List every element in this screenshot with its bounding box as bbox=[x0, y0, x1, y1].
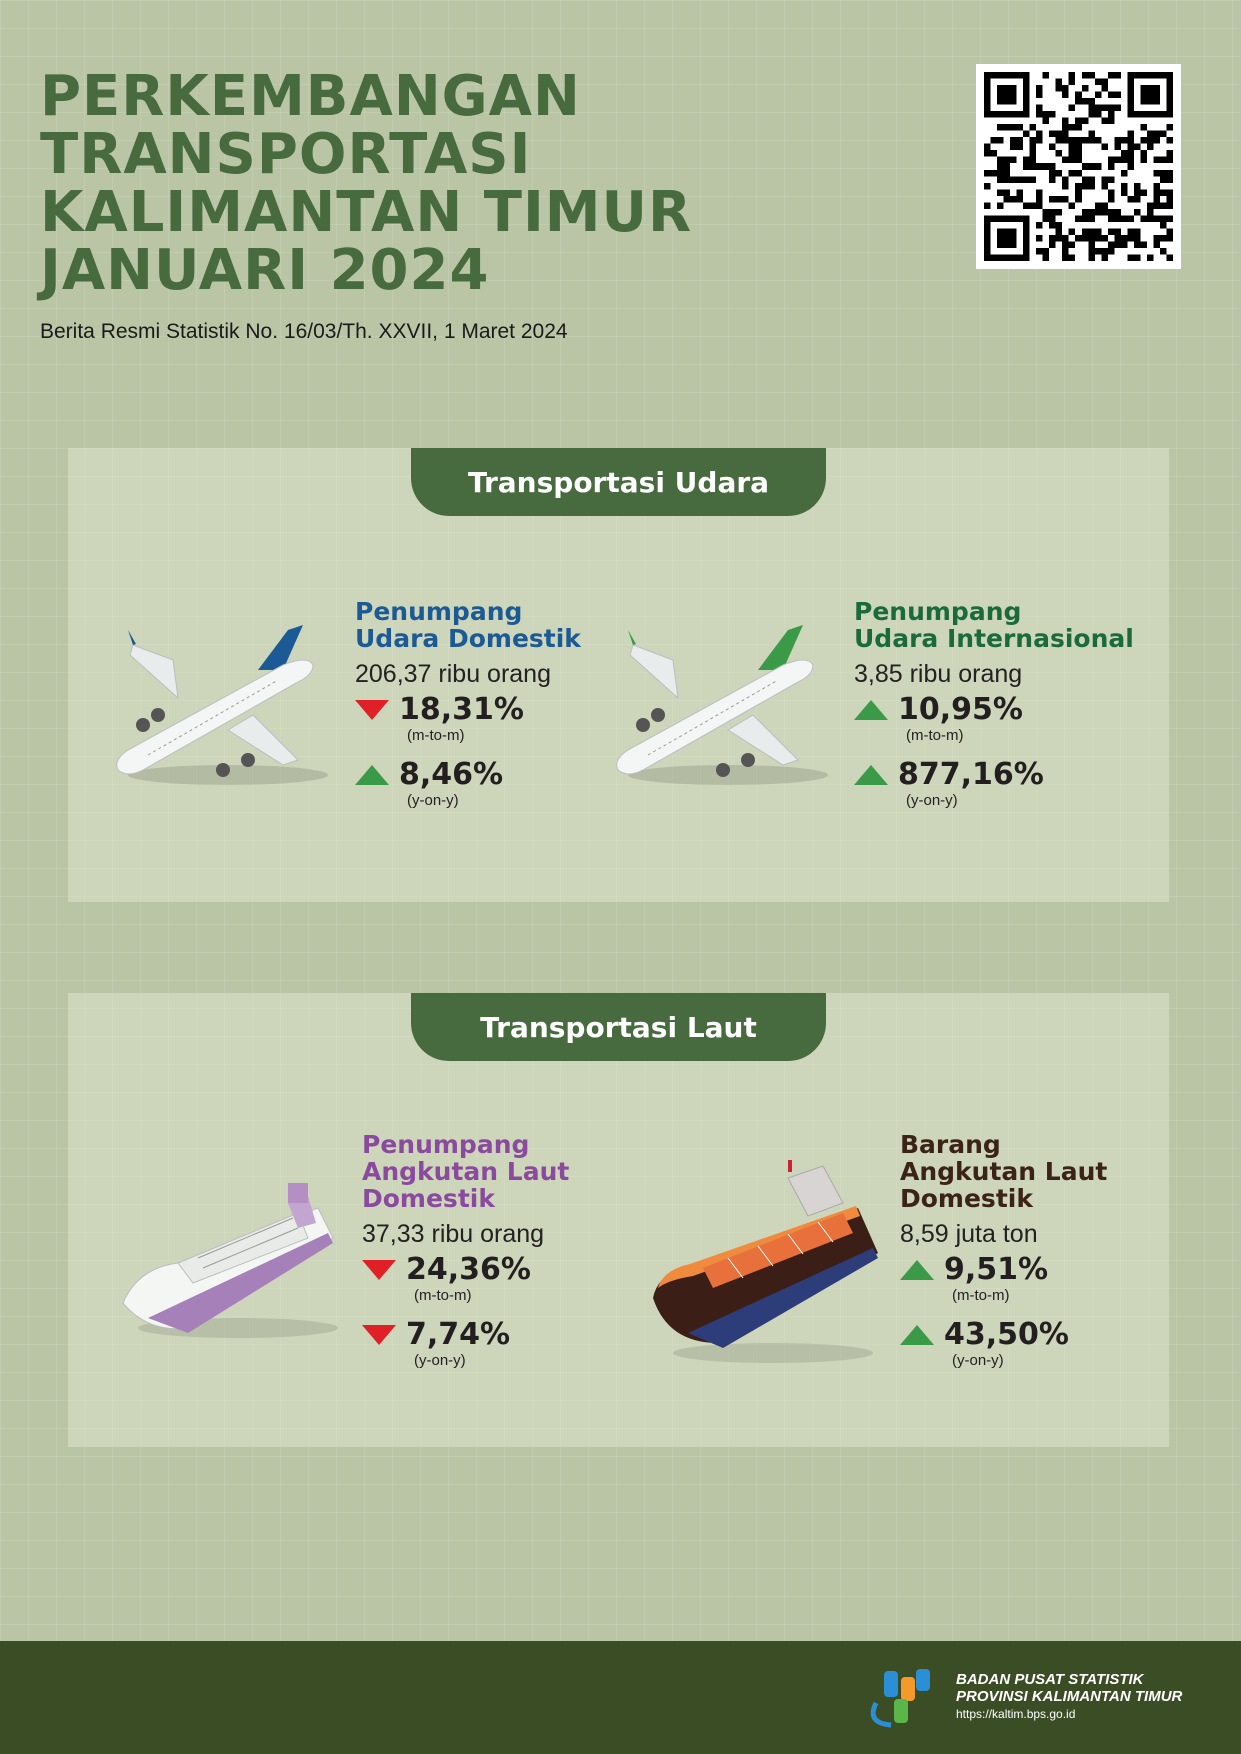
trend-up-icon bbox=[355, 765, 389, 785]
international-air-stats: Penumpang Udara Internasional 3,85 ribu … bbox=[854, 598, 1134, 809]
title-line: KALIMANTAN TIMUR bbox=[40, 180, 693, 245]
cargo-ship-icon bbox=[653, 1160, 878, 1363]
sea-passenger-value: 37,33 ribu orang bbox=[362, 1220, 545, 1248]
period-label: (m-to-m) bbox=[952, 1287, 1010, 1304]
trend-up-icon bbox=[900, 1260, 934, 1280]
page-subtitle: Berita Resmi Statistik No. 16/03/Th. XXV… bbox=[40, 320, 568, 343]
sea-passenger-stats: Penumpang Angkutan Laut Domestik 37,33 r… bbox=[362, 1131, 569, 1369]
sea-passenger-mtm: 24,36% bbox=[362, 1253, 569, 1287]
domestic-air-yoy: 8,46% bbox=[355, 758, 581, 792]
qr-code-graphic bbox=[984, 72, 1173, 261]
international-air-title: Penumpang Udara Internasional bbox=[854, 597, 1134, 653]
sea-passenger-title: Penumpang Angkutan Laut Domestik bbox=[362, 1130, 570, 1213]
qr-modules bbox=[984, 72, 1173, 261]
sea-passenger-yoy: 7,74% bbox=[362, 1318, 569, 1352]
air-panel-header: Transportasi Udara bbox=[411, 448, 826, 516]
trend-up-icon bbox=[900, 1325, 934, 1345]
page-title: PERKEMBANGAN TRANSPORTASI KALIMANTAN TIM… bbox=[40, 68, 692, 300]
domestic-air-mtm: 18,31% bbox=[355, 693, 581, 727]
title-line: PERKEMBANGAN bbox=[40, 64, 581, 129]
period-label: (y-on-y) bbox=[952, 1352, 1004, 1369]
domestic-air-title: Penumpang Udara Domestik bbox=[355, 597, 581, 653]
sea-transport-panel: Transportasi Laut Penumpang Angkutan Lau… bbox=[68, 993, 1169, 1447]
organization-name: BADAN PUSAT STATISTIK PROVINSI KALIMANTA… bbox=[956, 1671, 1183, 1721]
international-air-yoy: 877,16% bbox=[854, 758, 1134, 792]
passenger-ship-icon bbox=[122, 1183, 338, 1338]
qr-code-icon[interactable] bbox=[976, 64, 1181, 269]
period-label: (y-on-y) bbox=[906, 792, 958, 809]
domestic-airplane-icon bbox=[116, 625, 328, 785]
sea-cargo-mtm: 9,51% bbox=[900, 1253, 1107, 1287]
period-label: (m-to-m) bbox=[414, 1287, 472, 1304]
period-label: (y-on-y) bbox=[414, 1352, 466, 1369]
sea-panel-header: Transportasi Laut bbox=[411, 993, 826, 1061]
title-line: TRANSPORTASI bbox=[40, 122, 532, 187]
domestic-air-stats: Penumpang Udara Domestik 206,37 ribu ora… bbox=[355, 598, 581, 809]
trend-down-icon bbox=[362, 1260, 396, 1280]
international-air-mtm: 10,95% bbox=[854, 693, 1134, 727]
sea-cargo-value: 8,59 juta ton bbox=[900, 1220, 1038, 1248]
bps-logo-icon bbox=[870, 1669, 930, 1728]
trend-up-icon bbox=[854, 700, 888, 720]
trend-down-icon bbox=[355, 700, 389, 720]
international-airplane-icon bbox=[616, 625, 828, 785]
international-air-value: 3,85 ribu orang bbox=[854, 660, 1023, 688]
period-label: (m-to-m) bbox=[906, 727, 964, 744]
trend-up-icon bbox=[854, 765, 888, 785]
air-transport-panel: Transportasi Udara Penumpang Udara Domes… bbox=[68, 448, 1169, 902]
trend-down-icon bbox=[362, 1325, 396, 1345]
sea-cargo-title: Barang Angkutan Laut Domestik bbox=[900, 1130, 1108, 1213]
title-line: JANUARI 2024 bbox=[40, 238, 490, 303]
domestic-air-value: 206,37 ribu orang bbox=[355, 660, 551, 688]
period-label: (m-to-m) bbox=[407, 727, 465, 744]
sea-cargo-yoy: 43,50% bbox=[900, 1318, 1107, 1352]
org-url-link[interactable]: https://kaltim.bps.go.id bbox=[956, 1707, 1076, 1721]
period-label: (y-on-y) bbox=[407, 792, 459, 809]
footer: BADAN PUSAT STATISTIK PROVINSI KALIMANTA… bbox=[0, 1641, 1241, 1754]
sea-cargo-stats: Barang Angkutan Laut Domestik 8,59 juta … bbox=[900, 1131, 1107, 1369]
